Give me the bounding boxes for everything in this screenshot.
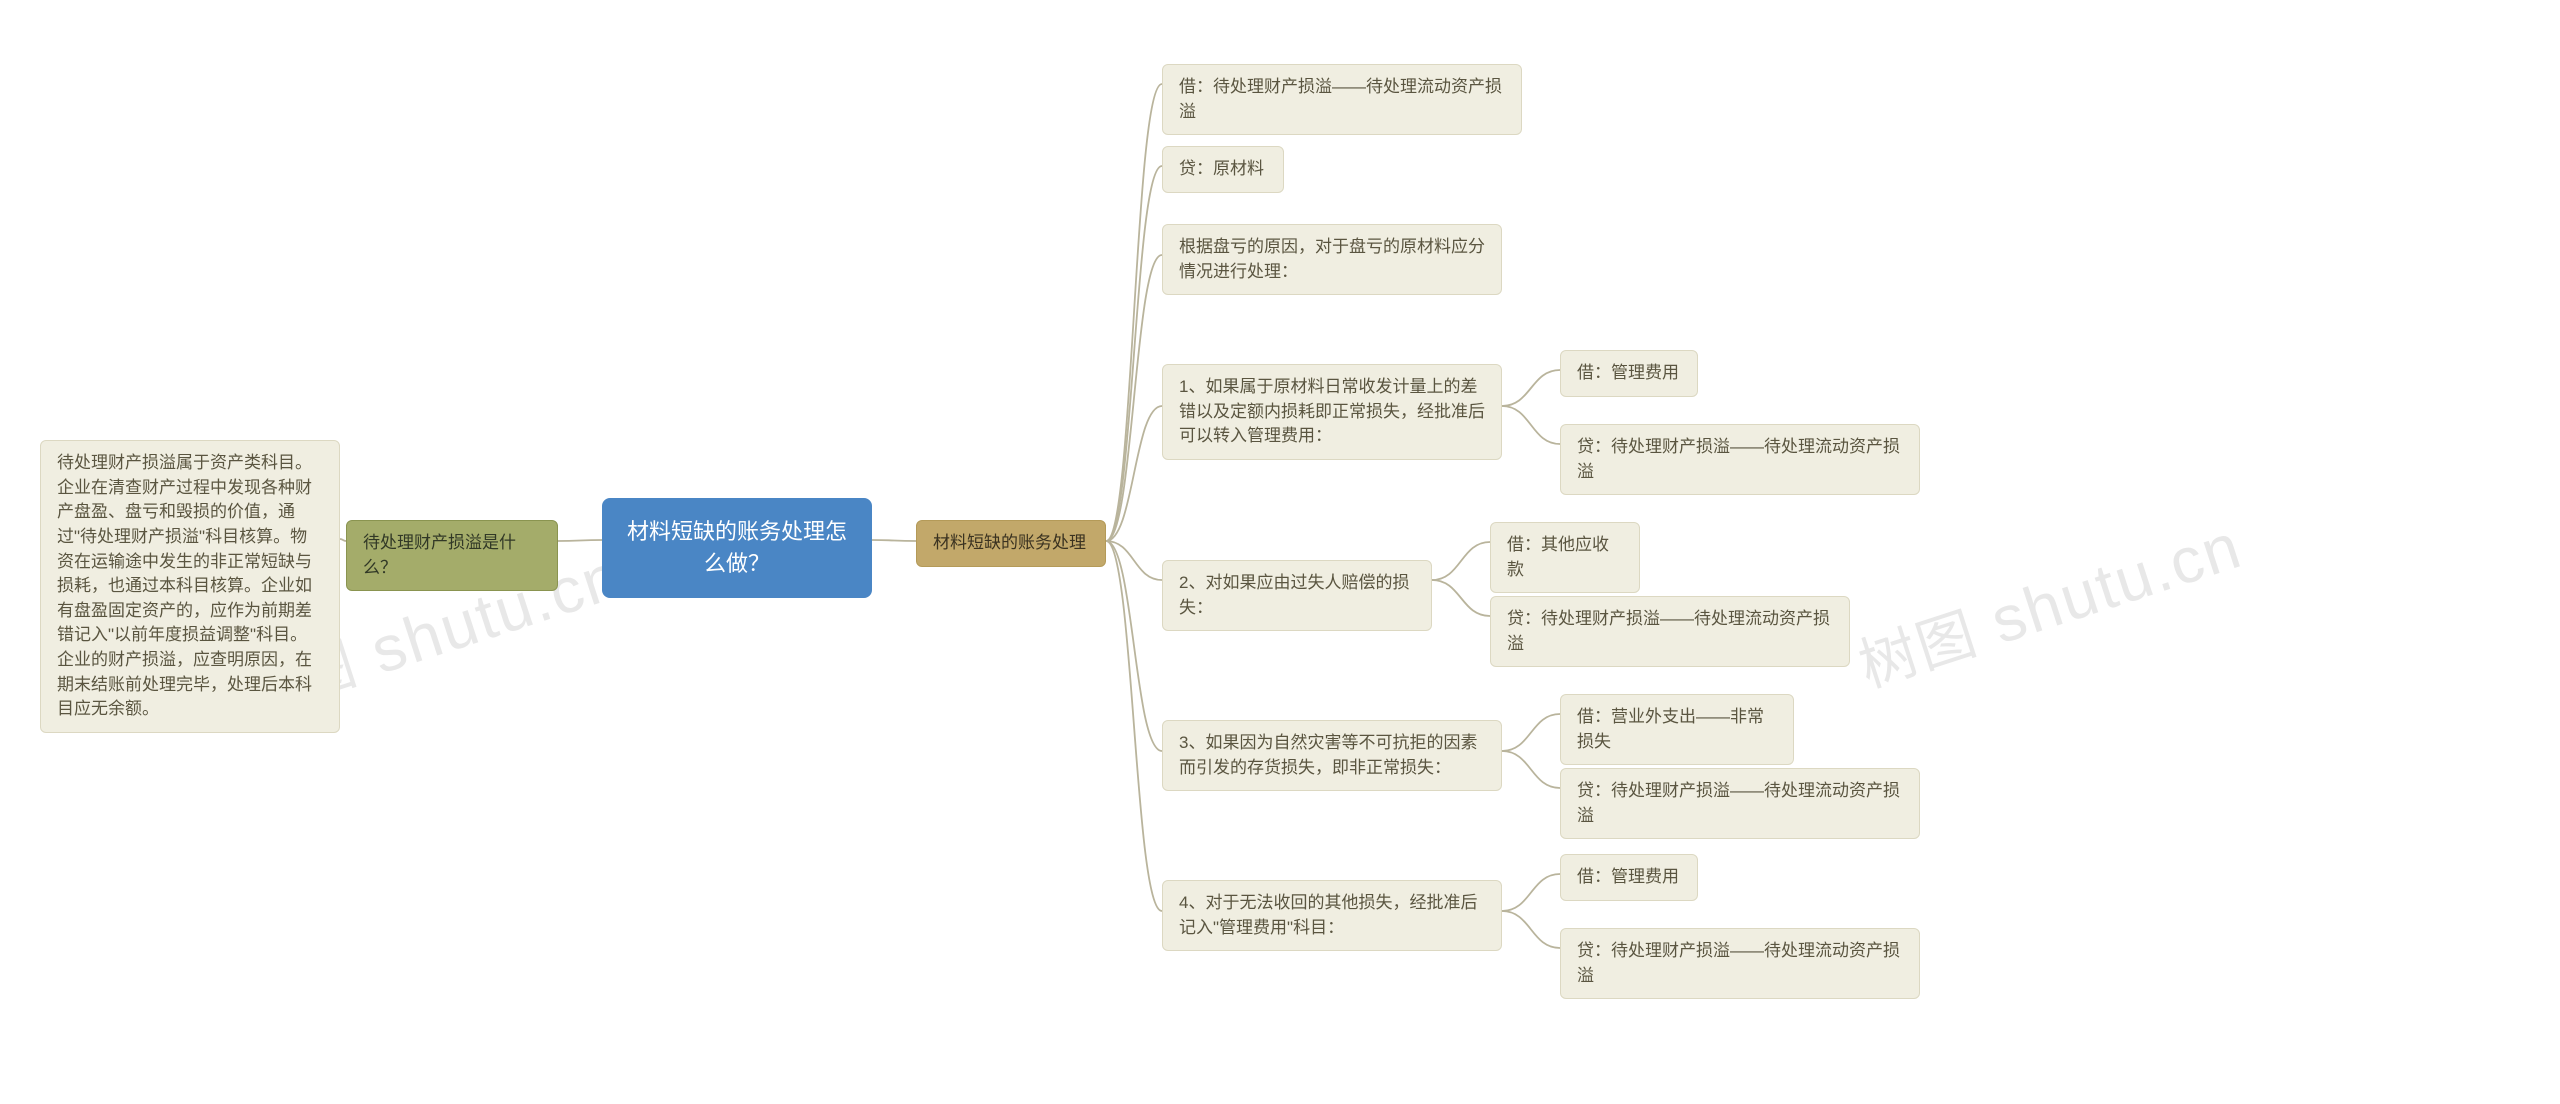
- branch-right[interactable]: 材料短缺的账务处理: [916, 520, 1106, 567]
- right-node-1[interactable]: 贷：原材料: [1162, 146, 1284, 193]
- connector: [1106, 541, 1162, 751]
- right-node-3a[interactable]: 借：管理费用: [1560, 350, 1698, 397]
- connector: [1502, 406, 1560, 444]
- right-node-5b[interactable]: 贷：待处理财产损溢——待处理流动资产损溢: [1560, 768, 1920, 839]
- right-node-5-text: 3、如果因为自然灾害等不可抗拒的因素而引发的存货损失，即非正常损失：: [1179, 733, 1477, 777]
- right-node-6a[interactable]: 借：管理费用: [1560, 854, 1698, 901]
- right-node-6b-text: 贷：待处理财产损溢——待处理流动资产损溢: [1577, 941, 1900, 985]
- connector: [1502, 911, 1560, 948]
- right-node-4a-text: 借：其他应收款: [1507, 535, 1609, 579]
- right-node-6-text: 4、对于无法收回的其他损失，经批准后记入"管理费用"科目：: [1179, 893, 1477, 937]
- right-node-4a[interactable]: 借：其他应收款: [1490, 522, 1640, 593]
- connector: [1502, 874, 1560, 911]
- root-label: 材料短缺的账务处理怎么做？: [627, 519, 847, 576]
- right-node-2-text: 根据盘亏的原因，对于盘亏的原材料应分情况进行处理：: [1179, 237, 1485, 281]
- right-node-3[interactable]: 1、如果属于原材料日常收发计量上的差错以及定额内损耗即正常损失，经批准后可以转入…: [1162, 364, 1502, 460]
- right-node-6b[interactable]: 贷：待处理财产损溢——待处理流动资产损溢: [1560, 928, 1920, 999]
- branch-right-label: 材料短缺的账务处理: [933, 533, 1086, 552]
- connector: [1106, 166, 1162, 541]
- connector: [1502, 751, 1560, 788]
- right-node-5b-text: 贷：待处理财产损溢——待处理流动资产损溢: [1577, 781, 1900, 825]
- connector: [1106, 541, 1162, 911]
- right-node-4b[interactable]: 贷：待处理财产损溢——待处理流动资产损溢: [1490, 596, 1850, 667]
- right-node-2[interactable]: 根据盘亏的原因，对于盘亏的原材料应分情况进行处理：: [1162, 224, 1502, 295]
- right-node-6a-text: 借：管理费用: [1577, 867, 1679, 886]
- right-node-3-text: 1、如果属于原材料日常收发计量上的差错以及定额内损耗即正常损失，经批准后可以转入…: [1179, 377, 1485, 445]
- connector: [1106, 84, 1162, 541]
- connector: [558, 540, 602, 541]
- right-node-3b[interactable]: 贷：待处理财产损溢——待处理流动资产损溢: [1560, 424, 1920, 495]
- connector: [1106, 255, 1162, 541]
- right-node-5[interactable]: 3、如果因为自然灾害等不可抗拒的因素而引发的存货损失，即非正常损失：: [1162, 720, 1502, 791]
- connector: [1106, 541, 1162, 580]
- connector: [872, 540, 916, 541]
- watermark-2: 树图 shutu.cn: [1847, 501, 2251, 704]
- connector: [1432, 542, 1490, 580]
- right-node-6[interactable]: 4、对于无法收回的其他损失，经批准后记入"管理费用"科目：: [1162, 880, 1502, 951]
- right-node-4b-text: 贷：待处理财产损溢——待处理流动资产损溢: [1507, 609, 1830, 653]
- branch-left[interactable]: 待处理财产损溢是什么？: [346, 520, 558, 591]
- right-node-3b-text: 贷：待处理财产损溢——待处理流动资产损溢: [1577, 437, 1900, 481]
- right-node-0-text: 借：待处理财产损溢——待处理流动资产损溢: [1179, 77, 1502, 121]
- definition-text: 待处理财产损溢属于资产类科目。企业在清查财产过程中发现各种财产盘盈、盘亏和毁损的…: [57, 453, 312, 718]
- connector: [1502, 370, 1560, 406]
- right-node-3a-text: 借：管理费用: [1577, 363, 1679, 382]
- definition-node[interactable]: 待处理财产损溢属于资产类科目。企业在清查财产过程中发现各种财产盘盈、盘亏和毁损的…: [40, 440, 340, 733]
- right-node-4-text: 2、对如果应由过失人赔偿的损失：: [1179, 573, 1409, 617]
- right-node-4[interactable]: 2、对如果应由过失人赔偿的损失：: [1162, 560, 1432, 631]
- root-node[interactable]: 材料短缺的账务处理怎么做？: [602, 498, 872, 598]
- connector: [1106, 406, 1162, 541]
- connector: [1502, 714, 1560, 751]
- right-node-5a-text: 借：营业外支出——非常损失: [1577, 707, 1764, 751]
- right-node-0[interactable]: 借：待处理财产损溢——待处理流动资产损溢: [1162, 64, 1522, 135]
- right-node-5a[interactable]: 借：营业外支出——非常损失: [1560, 694, 1794, 765]
- branch-left-label: 待处理财产损溢是什么？: [363, 533, 516, 577]
- right-node-1-text: 贷：原材料: [1179, 159, 1264, 178]
- connector: [1432, 580, 1490, 616]
